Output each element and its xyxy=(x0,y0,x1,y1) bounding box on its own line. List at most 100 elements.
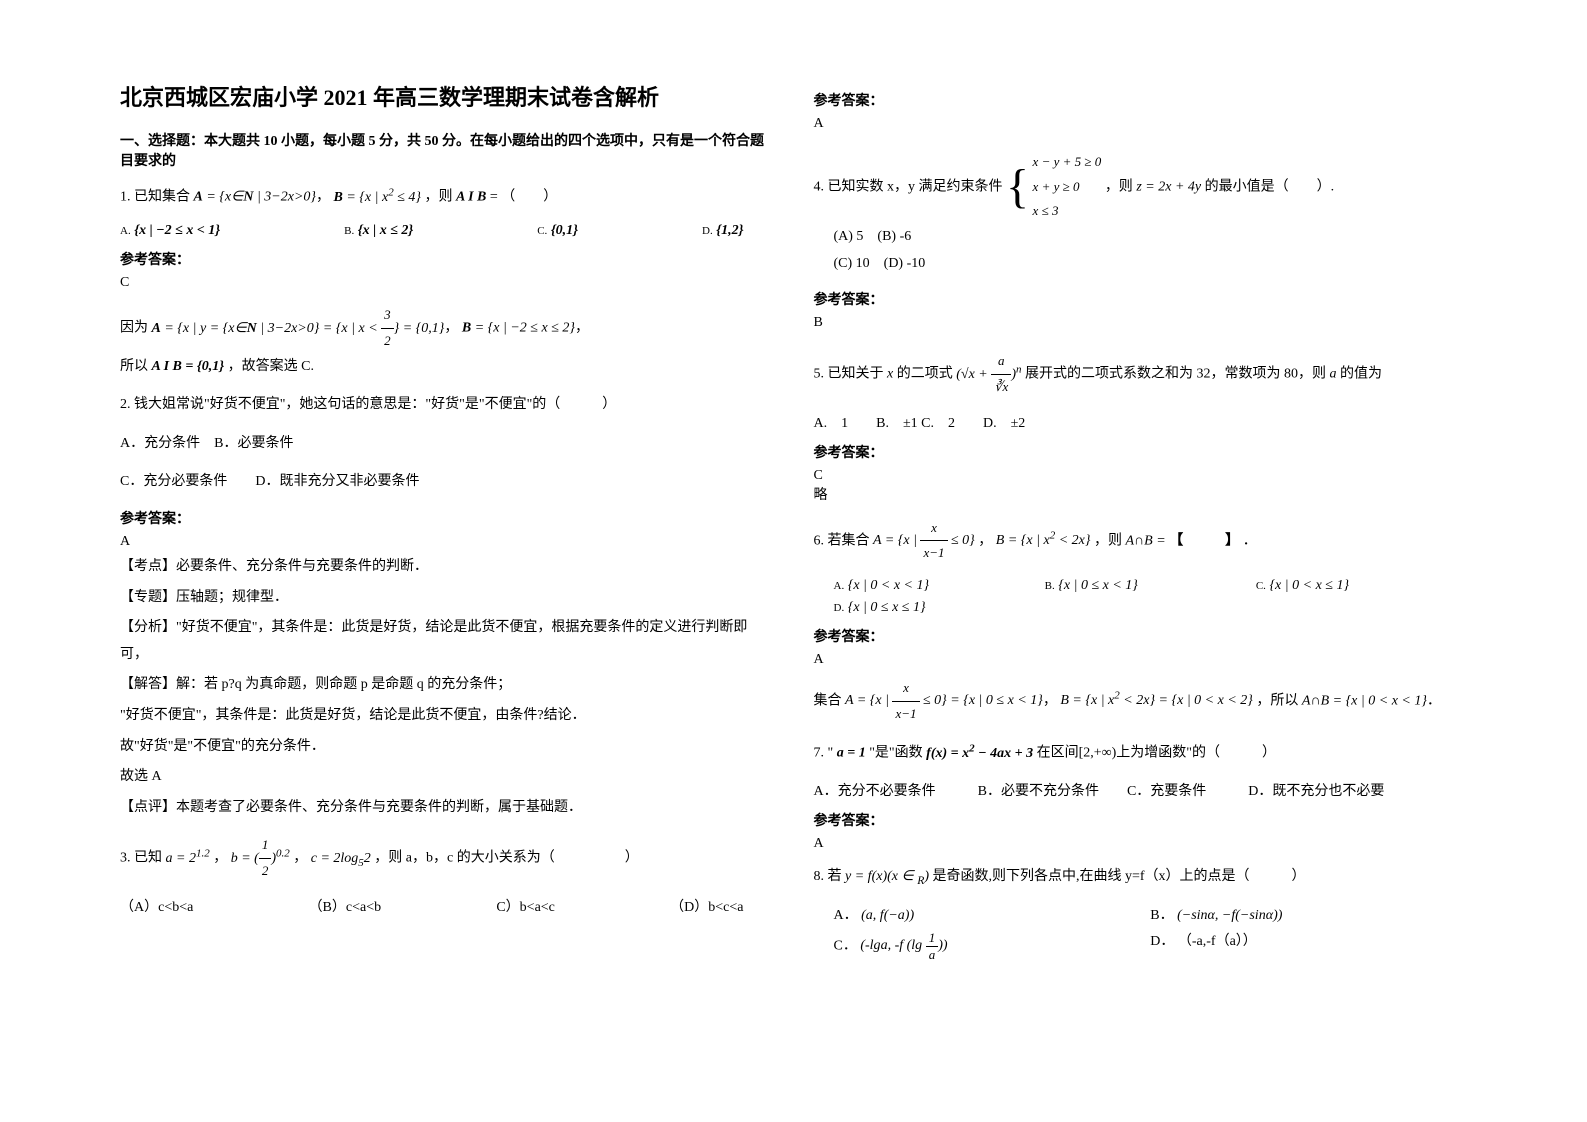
q5-ans-label: 参考答案： xyxy=(814,442,1468,462)
q3-stem-post: ，则 a，b，c 的大小关系为（ ） xyxy=(374,851,638,866)
q6-expl: 集合 A = {x | xx−1 ≤ 0} = {x | 0 ≤ x < 1}，… xyxy=(814,676,1468,726)
q2-ans-label: 参考答案： xyxy=(120,508,774,528)
q5-expl: 略 xyxy=(814,484,1468,504)
q4-c3: x ≤ 3 xyxy=(1033,199,1102,224)
q2-line7: 故选 A xyxy=(120,764,774,791)
q5-stem-mid2: 展开式的二项式系数之和为 32，常数项为 80，则 xyxy=(1025,367,1330,382)
q7-ans: A xyxy=(814,836,1468,852)
q8-optD: D． （-a,-f（a）） xyxy=(1150,930,1467,963)
q7-f: f(x) = x2 − 4ax + 3 xyxy=(926,746,1033,761)
q1-optB: B. {x | x ≤ 2} xyxy=(344,223,413,239)
q5-a: a xyxy=(1330,367,1337,382)
q1-expl2-post: ，故答案选 C. xyxy=(228,359,314,374)
q1-expl-B: B = {x | −2 ≤ x ≤ 2} xyxy=(462,321,575,336)
q5-opts: A. 1 B. ±1 C. 2 D. ±2 xyxy=(814,412,1468,432)
q4-stem-pre: 4. 已知实数 x，y 满足约束条件 xyxy=(814,179,1003,194)
question-6: 6. 若集合 A = {x | xx−1 ≤ 0} ， B = {x | x2 … xyxy=(814,516,1468,566)
q3-c: c = 2log52 xyxy=(311,851,371,866)
q6-stem-mid: ，则 xyxy=(1094,533,1122,548)
q2-tag3: 【分析】"好货不便宜"，其条件是：此货是好货，结论是此货不便宜，根据充要条件的定… xyxy=(120,615,774,668)
question-8: 8. 若 y = f(x)(x ∈ R) 是奇函数,则下列各点中,在曲线 y=f… xyxy=(814,864,1468,892)
q7-a1: a = 1 xyxy=(837,746,866,761)
q1-AIB: A I B xyxy=(456,190,486,205)
q6-optC: C. {x | 0 < x ≤ 1} xyxy=(1256,578,1467,594)
q7-stem-post: 在区间[2,+∞)上为增函数"的（ ） xyxy=(1037,746,1276,761)
q6-ans-label: 参考答案： xyxy=(814,626,1468,646)
q5-stem-mid1: 的二项式 xyxy=(897,367,953,382)
q6-B: B = {x | x2 < 2x} xyxy=(996,533,1091,548)
q1-expl2: 所以 A I B = {0,1} ，故答案选 C. xyxy=(120,354,774,381)
q5-stem-pre: 5. 已知关于 xyxy=(814,367,888,382)
q1-setA: A = {x∈N | 3−2x>0} xyxy=(194,190,317,205)
q6-optA: A. {x | 0 < x < 1} xyxy=(834,578,1045,594)
q3-b: b = (12)0.2 xyxy=(231,851,290,866)
q2-line6: 故"好货"是"不便宜"的充分条件． xyxy=(120,734,774,761)
q2-line5: "好货不便宜"，其条件是：此货是好货，结论是此货不便宜，由条件?结论． xyxy=(120,703,774,730)
q8-options-row1: A． (a, f(−a)) B． (−sinα, −f(−sinα)) xyxy=(814,904,1468,924)
q1-optC: C. {0,1} xyxy=(537,223,578,239)
q8-options-row2: C． (-lga, -f (lg 1a)) D． （-a,-f（a）） xyxy=(814,930,1468,963)
q3-optB: （B）c<a<b xyxy=(309,896,382,916)
q2-tag4: 【解答】解：若 p?q 为真命题，则命题 p 是命题 q 的充分条件； xyxy=(120,672,774,699)
q2-optC: C．充分必要条件 D．既非充分又非必要条件 xyxy=(120,469,774,496)
q3-ans: A xyxy=(814,116,1468,132)
q6-p1: ， xyxy=(978,533,992,548)
q3-optD: （D）b<c<a xyxy=(670,896,743,916)
q1-expl2-pre: 所以 xyxy=(120,359,148,374)
q1-expl: 因为 A = {x | y = {x∈N | 3−2x>0} = {x | x … xyxy=(120,303,774,353)
question-2: 2. 钱大姐常说"好货不便宜"，她这句话的意思是："好货"是"不便宜"的（ ） xyxy=(120,392,774,419)
q4-c1: x − y + 5 ≥ 0 xyxy=(1033,150,1102,175)
q3-stem-pre: 3. 已知 xyxy=(120,851,162,866)
q5-expr: (√x + a∛x)n xyxy=(956,367,1021,382)
q7-opts: A．充分不必要条件 B．必要不充分条件 C．充要条件 D．既不充分也不必要 xyxy=(814,780,1468,800)
q6-brackets: 【 】 xyxy=(1169,533,1239,548)
q8-stem-post: 是奇函数,则下列各点中,在曲线 y=f（x）上的点是（ ） xyxy=(933,869,1306,884)
q1-expl2-res: A I B = {0,1} xyxy=(152,359,225,374)
q3-ans-label: 参考答案： xyxy=(814,90,1468,110)
q2-tag1: 【考点】必要条件、充分条件与充要条件的判断． xyxy=(120,554,774,581)
q1-stem-mid: ，则 xyxy=(424,190,452,205)
q6-AnB: A∩B = xyxy=(1125,533,1169,548)
q1-ans-label: 参考答案： xyxy=(120,249,774,269)
q6-A: A = {x | xx−1 ≤ 0} xyxy=(873,533,975,548)
q7-stem-pre: 7. " xyxy=(814,746,834,761)
q2-ans: A xyxy=(120,534,774,550)
q3-a: a = 21.2 xyxy=(166,851,210,866)
q6-p2: ． xyxy=(1243,533,1257,548)
q7-ans-label: 参考答案： xyxy=(814,810,1468,830)
q4-c2: x + y ≥ 0 xyxy=(1033,175,1102,200)
question-1: 1. 已知集合 A = {x∈N | 3−2x>0}， B = {x | x2 … xyxy=(120,182,774,211)
q5-stem-post: 的值为 xyxy=(1340,367,1382,382)
q1-expl-A: A = {x | y = {x∈N | 3−2x>0} = {x | x < 3… xyxy=(152,321,445,336)
question-5: 5. 已知关于 x 的二项式 (√x + a∛x)n 展开式的二项式系数之和为 … xyxy=(814,349,1468,399)
q4-brace: { x − y + 5 ≥ 0 x + y ≥ 0 x ≤ 3 xyxy=(1006,150,1101,224)
q1-expl-pre: 因为 xyxy=(120,321,148,336)
page: 北京西城区宏庙小学 2021 年高三数学理期末试卷含解析 一、选择题：本大题共 … xyxy=(0,0,1587,1003)
q4-stem-mid: ，则 xyxy=(1105,179,1133,194)
q1-ans: C xyxy=(120,275,774,291)
q2-tag5: 【点评】本题考查了必要条件、充分条件与充要条件的判断，属于基础题． xyxy=(120,795,774,822)
q4-optC: (C) 10 (D) -10 xyxy=(834,251,1468,278)
q4-optA: (A) 5 (B) -6 xyxy=(834,224,1468,251)
q8-optA: A． (a, f(−a)) xyxy=(834,904,1151,924)
q4-stem-post: 的最小值是（ ）. xyxy=(1205,179,1335,194)
q3-optC: C）b<a<c xyxy=(496,896,555,916)
q3-optA: （A）c<b<a xyxy=(120,896,193,916)
q6-expl-res: A∩B = {x | 0 < x < 1} xyxy=(1302,693,1427,708)
page-title: 北京西城区宏庙小学 2021 年高三数学理期末试卷含解析 xyxy=(120,80,774,112)
q5-ans: C xyxy=(814,468,1468,484)
q6-optD: D. {x | 0 ≤ x ≤ 1} xyxy=(834,600,1468,616)
q3-options: （A）c<b<a （B）c<a<b C）b<a<c （D）b<c<a xyxy=(120,896,774,916)
q6-expl-A: A = {x | xx−1 ≤ 0} = {x | 0 ≤ x < 1} xyxy=(845,693,1043,708)
q4-ans: B xyxy=(814,315,1468,331)
q6-ans: A xyxy=(814,652,1468,668)
q5-x: x xyxy=(887,367,893,382)
q4-ans-label: 参考答案： xyxy=(814,289,1468,309)
left-column: 北京西城区宏庙小学 2021 年高三数学理期末试卷含解析 一、选择题：本大题共 … xyxy=(100,80,794,963)
q2-optA: A．充分条件 B．必要条件 xyxy=(120,431,774,458)
q6-expl-mid: ，所以 xyxy=(1256,693,1298,708)
q8-stem-pre: 8. 若 xyxy=(814,869,842,884)
right-column: 参考答案： A 4. 已知实数 x，y 满足约束条件 { x − y + 5 ≥… xyxy=(794,80,1488,963)
question-7: 7. " a = 1 "是"函数 f(x) = x2 − 4ax + 3 在区间… xyxy=(814,738,1468,767)
q1-stem-pre: 1. 已知集合 xyxy=(120,190,190,205)
